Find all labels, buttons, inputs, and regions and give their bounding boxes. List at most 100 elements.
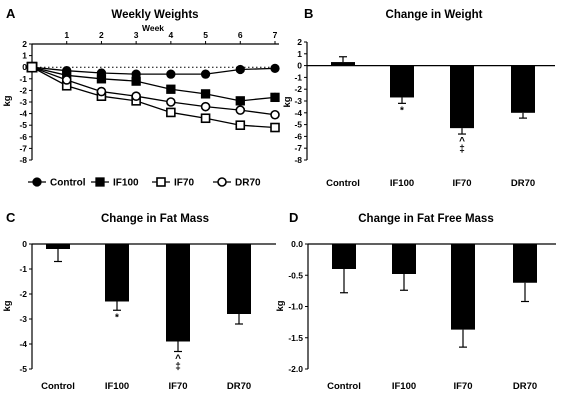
x-tick-label: 5	[203, 30, 208, 40]
legend-label: Control	[50, 178, 86, 189]
x-tick-label: IF100	[105, 381, 129, 392]
data-point	[32, 177, 42, 187]
data-point	[235, 105, 246, 115]
bar	[332, 244, 356, 269]
y-tick-label: -1	[19, 74, 27, 84]
y-tick-label: -2	[19, 85, 27, 95]
panel-c-change-in-fat-mass: C Change in Fat Mass kg 0 -1 -2 -3 -4 -5 Contr…	[2, 210, 276, 392]
bar	[451, 244, 475, 330]
data-point	[235, 120, 246, 130]
x-tick-label: 1	[64, 30, 69, 40]
y-tick-label: 0	[22, 62, 27, 72]
x-tick-label: 6	[238, 30, 243, 40]
x-tick-label: 3	[134, 30, 139, 40]
data-point	[270, 122, 280, 133]
y-tick-label: 2	[297, 37, 302, 47]
chart-title: Change in Weight	[386, 9, 483, 21]
significance-annotation: *	[400, 105, 404, 116]
data-point	[200, 69, 211, 79]
x-tick-label: DR70	[511, 178, 535, 189]
panel-letter-c: C	[6, 210, 16, 225]
chart-title: Change in Fat Mass	[101, 213, 209, 225]
x-tick-label: 2	[99, 30, 104, 40]
y-tick-label: -4	[19, 109, 27, 119]
series-line	[31, 66, 276, 129]
panel-b-change-in-weight: B Change in Weight kg 2 1 0-1 -2 -3 -4 -5-6 -7 -…	[282, 6, 555, 189]
y-tick-label: -4	[294, 108, 302, 118]
bar	[46, 244, 70, 249]
legend-label: IF100	[113, 178, 139, 189]
bar	[450, 65, 474, 129]
y-tick-label: -1.5	[288, 333, 303, 343]
y-tick-label: -6	[19, 132, 27, 142]
significance-annotation: ^	[459, 136, 465, 147]
y-axis-label: kg	[2, 95, 13, 106]
y-tick-label: 2	[22, 39, 27, 49]
x-axis-label: Week	[142, 23, 164, 33]
y-axis-label: kg	[2, 300, 13, 311]
data-point	[270, 109, 280, 120]
y-tick-label: -1.0	[288, 302, 303, 312]
chart-title: Change in Fat Free Mass	[358, 213, 493, 225]
legend-label: DR70	[235, 178, 261, 189]
y-axis-label: kg	[282, 96, 293, 107]
y-tick-label: 0.0	[291, 239, 303, 249]
significance-annotation: ^	[175, 354, 181, 365]
y-tick-label: -5	[294, 120, 302, 130]
panel-letter-a: A	[6, 6, 16, 21]
data-point	[61, 75, 72, 85]
bar	[392, 244, 416, 274]
y-tick-label: -8	[294, 155, 302, 165]
y-tick-label: -1	[19, 264, 27, 274]
x-tick-label: 4	[168, 30, 173, 40]
data-point	[131, 76, 141, 86]
data-point	[131, 91, 141, 101]
data-point	[166, 97, 176, 107]
data-point	[200, 101, 211, 112]
significance-annotation: ‡	[175, 362, 181, 373]
y-tick-label: -3	[19, 97, 27, 107]
significance-annotation: ‡	[459, 144, 465, 155]
x-tick-label: 7	[273, 30, 278, 40]
data-point	[235, 64, 245, 75]
bar	[166, 244, 190, 342]
x-tick-label: IF100	[392, 381, 416, 392]
y-tick-label: -3	[19, 314, 27, 324]
series-line	[31, 66, 276, 116]
panel-letter-b: B	[304, 6, 313, 21]
y-tick-label: -3	[294, 96, 302, 106]
data-point	[270, 92, 280, 103]
y-tick-label: 0	[22, 239, 27, 249]
bar	[390, 65, 414, 98]
y-tick-label: 1	[297, 49, 302, 59]
x-tick-label: IF70	[453, 381, 472, 392]
bar	[511, 65, 535, 113]
significance-annotation: *	[115, 312, 119, 323]
y-tick-label: 0	[297, 61, 302, 71]
data-point	[200, 113, 211, 124]
y-tick-label: -8	[19, 155, 27, 165]
data-point	[270, 63, 280, 74]
bar	[513, 244, 537, 283]
panel-a-weekly-weights: A Weekly Weights Week kg 210-1-2-3-4-5-6…	[2, 6, 280, 189]
y-tick-label: -5	[19, 364, 27, 374]
y-tick-label: -2	[19, 289, 27, 299]
x-tick-label: Control	[327, 381, 361, 392]
x-tick-label: IF70	[168, 381, 187, 392]
data-point	[96, 74, 107, 84]
data-point	[166, 84, 176, 94]
panel-letter-d: D	[289, 210, 298, 225]
series-line	[31, 66, 276, 75]
data-point	[235, 96, 245, 106]
data-point	[26, 61, 38, 73]
y-tick-label: -2.0	[288, 364, 303, 374]
y-tick-label: -1	[294, 72, 302, 82]
legend-label: IF70	[174, 178, 194, 189]
y-tick-label: -0.5	[288, 270, 303, 280]
x-tick-label: DR70	[227, 381, 251, 392]
y-tick-label: -2	[294, 84, 302, 94]
x-tick-label: IF70	[452, 178, 471, 189]
series-line	[31, 66, 276, 102]
x-tick-label: Control	[41, 381, 75, 392]
